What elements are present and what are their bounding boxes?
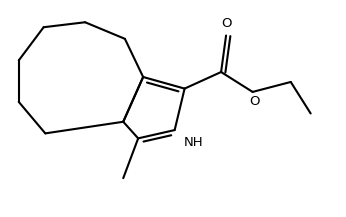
Text: NH: NH bbox=[184, 136, 203, 149]
Text: O: O bbox=[249, 95, 260, 108]
Text: O: O bbox=[221, 16, 231, 30]
